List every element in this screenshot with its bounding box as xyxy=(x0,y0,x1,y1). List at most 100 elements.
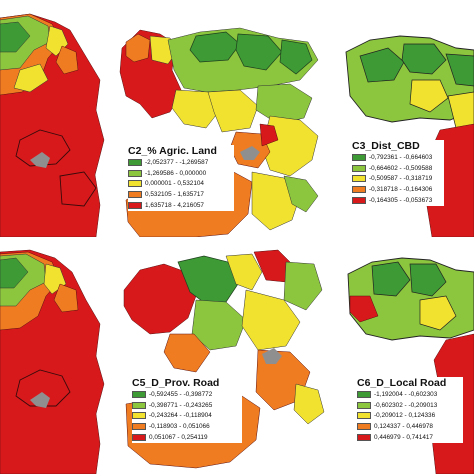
legend-swatch xyxy=(352,186,366,194)
legend-range-label: -0,664602 - -0,509588 xyxy=(369,164,433,172)
legend-c5: C5_D_Prov. Road -0,592455 - -0,398772 -0,… xyxy=(132,377,242,443)
region xyxy=(255,83,313,125)
legend-swatch xyxy=(128,169,142,177)
legend-title: C5_D_Prov. Road xyxy=(132,377,220,389)
region xyxy=(283,175,319,213)
legend-row: 0,000001 - 0,532104 xyxy=(128,179,234,190)
legend-swatch xyxy=(357,423,371,431)
river xyxy=(262,348,282,364)
legend-row: -0,602302 - -0,209013 xyxy=(357,400,463,411)
legend-row: -0,592455 - -0,398772 xyxy=(132,389,242,400)
region xyxy=(15,129,71,167)
legend-swatch xyxy=(357,412,371,420)
legend-swatch xyxy=(128,191,142,199)
legend-swatch xyxy=(132,401,146,409)
region xyxy=(349,295,379,323)
legend-range-label: -0,592455 - -0,398772 xyxy=(149,390,213,398)
legend-title: C2_% Agric. Land xyxy=(128,145,217,157)
legend-rows: -1,192004 - -0,602303 -0,602302 - -0,2090… xyxy=(357,389,463,443)
region xyxy=(235,33,283,71)
legend-row: -0,118903 - 0,051066 xyxy=(132,421,242,432)
legend-row: -0,164305 - -0,053673 xyxy=(352,195,444,206)
legend-swatch xyxy=(357,434,371,442)
legend-swatch xyxy=(352,153,366,161)
legend-row: -2,052377 - -1,269587 xyxy=(128,157,234,168)
legend-rows: -0,792361 - -0,664603 -0,664602 - -0,5095… xyxy=(352,152,444,206)
legend-range-label: 0,000001 - 0,532104 xyxy=(145,180,204,188)
region xyxy=(0,21,31,53)
legend-row: 0,532105 - 1,635717 xyxy=(128,189,234,200)
legend-swatch xyxy=(132,390,146,398)
region xyxy=(279,39,313,75)
region xyxy=(447,91,474,131)
region xyxy=(359,47,405,83)
legend-row: -0,792361 - -0,664603 xyxy=(352,152,444,163)
legend-swatch xyxy=(128,202,142,210)
region xyxy=(283,261,323,311)
legend-c2: C2_% Agric. Land -2,052377 - -1,269587 -1… xyxy=(128,145,234,211)
legend-swatch xyxy=(128,158,142,166)
legend-range-label: 0,532105 - 1,635717 xyxy=(145,191,204,199)
legend-range-label: 1,635718 - 4,216057 xyxy=(145,202,204,210)
legend-row: -0,209012 - 0,124336 xyxy=(357,411,463,422)
legend-row: -0,509587 - -0,318719 xyxy=(352,174,444,185)
region xyxy=(259,123,279,147)
map-c4 xyxy=(0,249,105,474)
legend-swatch xyxy=(357,401,371,409)
legend-swatch xyxy=(352,164,366,172)
map-c3 xyxy=(345,35,474,237)
legend-title: C6_D_Local Road xyxy=(357,377,447,389)
legend-row: 0,446979 - 0,741417 xyxy=(357,432,463,443)
region xyxy=(15,369,71,407)
legend-range-label: 0,124337 - 0,446978 xyxy=(374,423,433,431)
region xyxy=(13,63,49,93)
legend-rows: -0,592455 - -0,398772 -0,398771 - -0,2432… xyxy=(132,389,242,443)
region xyxy=(419,295,457,331)
region xyxy=(293,383,325,425)
region xyxy=(177,255,239,305)
region xyxy=(55,45,79,75)
river xyxy=(30,392,50,408)
legend-range-label: -2,052377 - -1,269587 xyxy=(145,158,209,166)
legend-rows: -2,052377 - -1,269587 -1,269586 - 0,00000… xyxy=(128,157,234,211)
legend-row: -1,269586 - 0,000000 xyxy=(128,168,234,179)
legend-range-label: 0,446979 - 0,741417 xyxy=(374,434,433,442)
legend-range-label: -0,318718 - -0,164306 xyxy=(369,186,433,194)
legend-row: -1,192004 - -0,602303 xyxy=(357,389,463,400)
region xyxy=(445,53,474,87)
region xyxy=(261,115,319,177)
legend-swatch xyxy=(352,175,366,183)
region xyxy=(0,257,29,289)
legend-swatch xyxy=(352,197,366,205)
legend-range-label: -0,209012 - 0,124336 xyxy=(374,412,436,420)
legend-range-label: -0,164305 - -0,053673 xyxy=(369,197,433,205)
region xyxy=(241,289,301,351)
region xyxy=(125,33,151,63)
legend-row: 0,051067 - 0,254119 xyxy=(132,432,242,443)
region xyxy=(409,263,447,297)
legend-swatch xyxy=(128,180,142,188)
legend-title: C3_Dist_CBD xyxy=(352,140,420,152)
legend-range-label: -0,118903 - 0,051066 xyxy=(149,423,210,431)
legend-swatch xyxy=(357,390,371,398)
region xyxy=(207,89,259,133)
region xyxy=(371,261,411,297)
region xyxy=(123,263,197,335)
river xyxy=(30,152,50,168)
legend-range-label: -1,269586 - 0,000000 xyxy=(145,169,207,177)
legend-row: 1,635718 - 4,216057 xyxy=(128,200,234,211)
legend-row: -0,318718 - -0,164306 xyxy=(352,184,444,195)
legend-swatch xyxy=(132,434,146,442)
legend-range-label: -0,509587 - -0,318719 xyxy=(369,175,433,183)
legend-range-label: -0,398771 - -0,243265 xyxy=(149,401,213,409)
map-c1 xyxy=(0,13,105,237)
legend-c3: C3_Dist_CBD -0,792361 - -0,664603 -0,6646… xyxy=(352,140,444,206)
region xyxy=(53,283,79,313)
legend-c6: C6_D_Local Road -1,192004 - -0,602303 -0,… xyxy=(357,377,463,443)
region xyxy=(409,79,449,113)
region xyxy=(225,253,263,291)
region xyxy=(59,171,97,207)
region xyxy=(401,43,447,75)
region xyxy=(163,333,211,373)
